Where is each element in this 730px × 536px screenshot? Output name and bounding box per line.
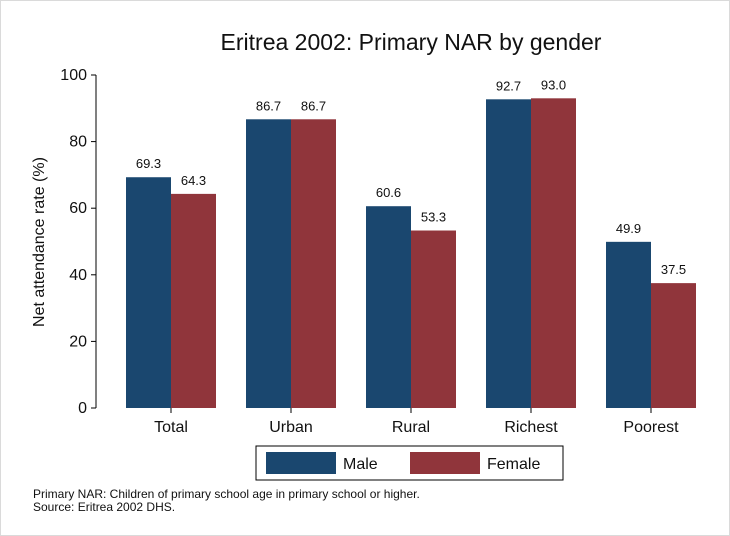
bar-female-total — [171, 193, 216, 408]
x-tick-label-urban: Urban — [269, 419, 313, 436]
x-tick-label-rural: Rural — [392, 419, 430, 436]
chart-title: Eritrea 2002: Primary NAR by gender — [221, 29, 602, 55]
bar-label-female-total: 64.3 — [181, 173, 206, 188]
bar-label-female-urban: 86.7 — [301, 98, 326, 113]
x-tick-label-total: Total — [154, 419, 188, 436]
y-tick-label: 20 — [69, 333, 87, 350]
bar-label-male-richest: 92.7 — [496, 78, 521, 93]
footnote-definition: Primary NAR: Children of primary school … — [33, 487, 420, 501]
footnote-source: Source: Eritrea 2002 DHS. — [33, 500, 176, 514]
y-axis-label: Net attendance rate (%) — [31, 157, 48, 327]
legend-label-male: Male — [343, 456, 378, 473]
legend-swatch-female — [410, 452, 480, 474]
legend-label-female: Female — [487, 456, 540, 473]
bar-male-urban — [246, 119, 291, 408]
bars — [126, 98, 696, 409]
y-tick-label: 0 — [78, 400, 87, 417]
bar-label-male-poorest: 49.9 — [616, 221, 641, 236]
y-tick-label: 80 — [69, 134, 87, 151]
bar-label-female-rural: 53.3 — [421, 210, 446, 225]
bar-male-richest — [486, 99, 531, 409]
bar-female-poorest — [651, 283, 696, 408]
y-tick-label: 100 — [60, 67, 87, 84]
x-tick-label-richest: Richest — [504, 419, 558, 436]
bar-female-rural — [411, 230, 456, 408]
bar-female-urban — [291, 119, 336, 408]
x-tick-label-poorest: Poorest — [623, 419, 679, 436]
x-axis-ticks: Total Urban Rural Richest Poorest — [154, 408, 679, 436]
legend: Male Female — [255, 445, 564, 481]
bar-label-female-poorest: 37.5 — [661, 262, 686, 277]
bar-female-richest — [531, 98, 576, 408]
bar-label-male-urban: 86.7 — [256, 98, 281, 113]
y-tick-label: 40 — [69, 267, 87, 284]
y-tick-label: 60 — [69, 200, 87, 217]
bar-value-labels: 69.3 64.3 86.7 86.7 60.6 53.3 92.7 93.0 49.9 37.5 — [136, 77, 686, 277]
bar-label-male-rural: 60.6 — [376, 185, 401, 200]
bar-male-rural — [366, 206, 411, 408]
bar-label-male-total: 69.3 — [136, 156, 161, 171]
bar-male-poorest — [606, 241, 651, 408]
bar-label-female-richest: 93.0 — [541, 77, 566, 92]
y-axis-ticks: 0 20 40 60 80 100 — [60, 67, 96, 417]
legend-swatch-male — [266, 452, 336, 474]
bar-male-total — [126, 177, 171, 408]
